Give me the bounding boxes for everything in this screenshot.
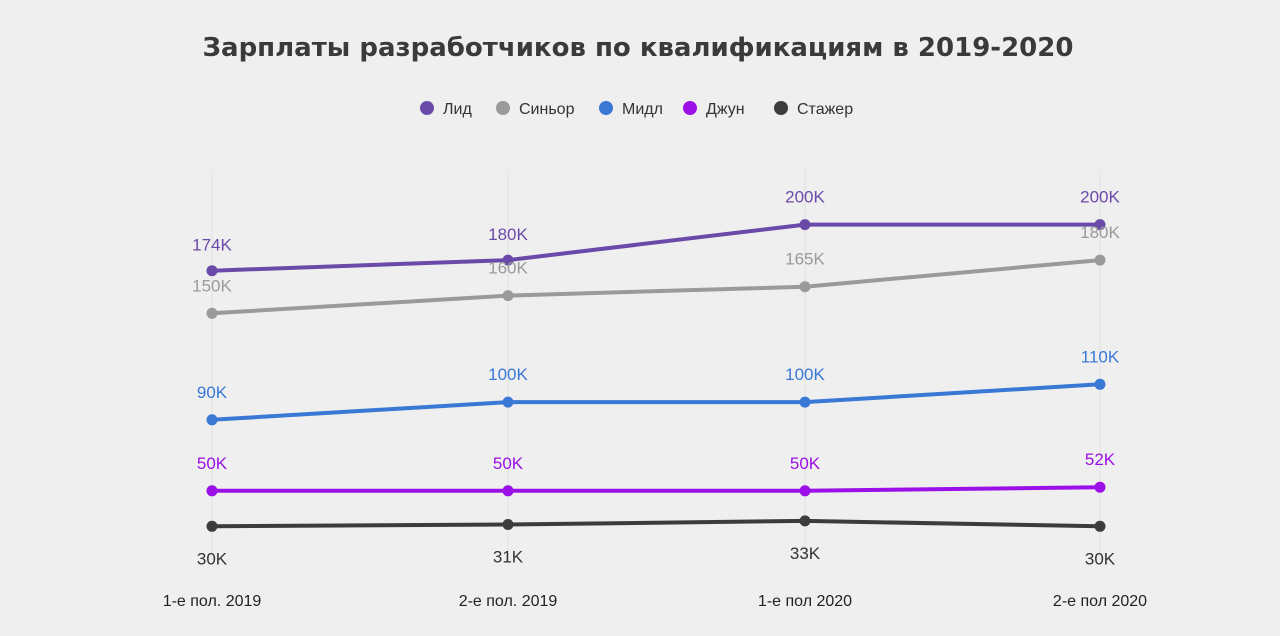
data-point[interactable] bbox=[799, 281, 811, 293]
data-point[interactable] bbox=[206, 485, 218, 497]
data-label: 200K bbox=[785, 188, 825, 207]
data-label: 150K bbox=[192, 276, 232, 295]
data-label: 110K bbox=[1081, 347, 1120, 366]
x-axis: 1-е пол. 2019 2-е пол. 2019 1-е пол 2020 2-… bbox=[163, 593, 1147, 610]
data-label: 31K bbox=[493, 548, 524, 567]
data-label: 100K bbox=[785, 365, 825, 384]
series-0 bbox=[206, 219, 1106, 277]
legend-marker bbox=[774, 101, 788, 115]
data-point[interactable] bbox=[799, 485, 811, 497]
legend-label: Мидл bbox=[622, 101, 663, 118]
series-line bbox=[210, 485, 1102, 493]
data-label: 180K bbox=[1080, 223, 1120, 242]
legend-item-0[interactable]: Лид bbox=[420, 101, 472, 118]
data-label: 165K bbox=[785, 250, 825, 269]
vertical-guides bbox=[211, 170, 1101, 560]
data-label: 52K bbox=[1085, 450, 1116, 469]
legend-marker bbox=[683, 101, 697, 115]
series-layer bbox=[206, 219, 1106, 532]
series-3 bbox=[206, 481, 1106, 497]
data-point[interactable] bbox=[799, 396, 811, 408]
series-line bbox=[210, 382, 1102, 422]
data-point[interactable] bbox=[502, 396, 514, 408]
legend-marker bbox=[599, 101, 613, 115]
data-point[interactable] bbox=[502, 485, 514, 497]
legend-label: Стажер bbox=[797, 101, 853, 118]
data-point[interactable] bbox=[1094, 520, 1106, 532]
data-point[interactable] bbox=[206, 520, 218, 532]
data-point[interactable] bbox=[1094, 378, 1106, 390]
series-line bbox=[210, 258, 1102, 316]
x-tick-label: 1-е пол 2020 bbox=[758, 593, 852, 610]
legend-label: Синьор bbox=[519, 101, 575, 118]
legend-item-4[interactable]: Стажер bbox=[774, 101, 853, 118]
x-tick-label: 1-е пол. 2019 bbox=[163, 593, 262, 610]
legend-item-2[interactable]: Мидл bbox=[599, 101, 663, 118]
x-tick-label: 2-е пол. 2019 bbox=[459, 593, 558, 610]
data-label: 33K bbox=[790, 544, 821, 563]
data-label: 180K bbox=[488, 225, 528, 244]
legend-marker bbox=[420, 101, 434, 115]
series-line bbox=[210, 518, 1102, 529]
data-label: 200K bbox=[1080, 188, 1120, 207]
series-4 bbox=[206, 515, 1106, 532]
data-point[interactable] bbox=[206, 414, 218, 426]
data-point[interactable] bbox=[1094, 254, 1106, 266]
data-label: 100K bbox=[488, 365, 528, 384]
data-point[interactable] bbox=[502, 290, 514, 302]
data-label: 50K bbox=[493, 454, 524, 473]
legend-marker bbox=[496, 101, 510, 115]
data-label: 160K bbox=[488, 259, 528, 278]
data-label: 30K bbox=[197, 549, 228, 568]
data-label: 174K bbox=[192, 236, 232, 255]
x-tick-label: 2-е пол 2020 bbox=[1053, 593, 1147, 610]
legend: Лид Синьор Мидл Джун Стажер bbox=[420, 101, 853, 118]
series-line bbox=[210, 222, 1102, 273]
data-point[interactable] bbox=[206, 265, 218, 277]
legend-item-3[interactable]: Джун bbox=[683, 101, 745, 118]
data-point[interactable] bbox=[1094, 219, 1106, 231]
data-label: 50K bbox=[790, 454, 821, 473]
legend-item-1[interactable]: Синьор bbox=[496, 101, 575, 118]
data-point[interactable] bbox=[1094, 481, 1106, 493]
data-labels: 174K 180K 200K 200K 150K 160K 165K 180K 90K 100K 1… bbox=[192, 188, 1120, 569]
series-2 bbox=[206, 378, 1106, 426]
data-label: 30K bbox=[1085, 549, 1116, 568]
data-label: 50K bbox=[197, 454, 228, 473]
legend-label: Лид bbox=[443, 101, 472, 118]
series-1 bbox=[206, 254, 1106, 319]
data-point[interactable] bbox=[206, 307, 218, 319]
data-point[interactable] bbox=[799, 515, 811, 527]
data-point[interactable] bbox=[799, 219, 811, 231]
chart-title: Зарплаты разработчиков по квалификациям … bbox=[203, 33, 1074, 63]
data-point[interactable] bbox=[502, 519, 514, 530]
data-point[interactable] bbox=[502, 254, 514, 266]
legend-label: Джун bbox=[706, 101, 745, 118]
data-label: 90K bbox=[197, 383, 228, 402]
